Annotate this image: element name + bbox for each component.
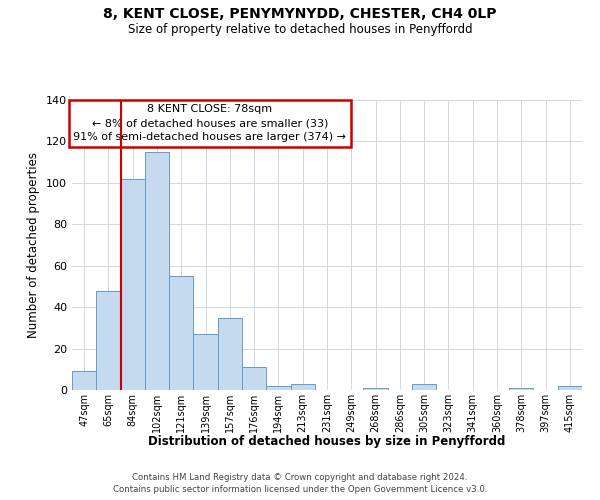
Y-axis label: Number of detached properties: Number of detached properties [28,152,40,338]
Text: Contains HM Land Registry data © Crown copyright and database right 2024.: Contains HM Land Registry data © Crown c… [132,472,468,482]
Bar [218,318,242,390]
Bar [266,386,290,390]
Bar [242,367,266,390]
Bar [193,334,218,390]
Bar [412,384,436,390]
Bar [558,386,582,390]
Bar [169,276,193,390]
Text: Contains public sector information licensed under the Open Government Licence v3: Contains public sector information licen… [113,485,487,494]
Bar [121,178,145,390]
Bar [96,290,121,390]
Bar [290,384,315,390]
Text: 8 KENT CLOSE: 78sqm
← 8% of detached houses are smaller (33)
91% of semi-detache: 8 KENT CLOSE: 78sqm ← 8% of detached hou… [73,104,346,142]
Text: Size of property relative to detached houses in Penyffordd: Size of property relative to detached ho… [128,22,472,36]
Text: 8, KENT CLOSE, PENYMYNYDD, CHESTER, CH4 0LP: 8, KENT CLOSE, PENYMYNYDD, CHESTER, CH4 … [103,8,497,22]
Text: Distribution of detached houses by size in Penyffordd: Distribution of detached houses by size … [148,435,506,448]
Bar [509,388,533,390]
Bar [145,152,169,390]
Bar [72,372,96,390]
Bar [364,388,388,390]
